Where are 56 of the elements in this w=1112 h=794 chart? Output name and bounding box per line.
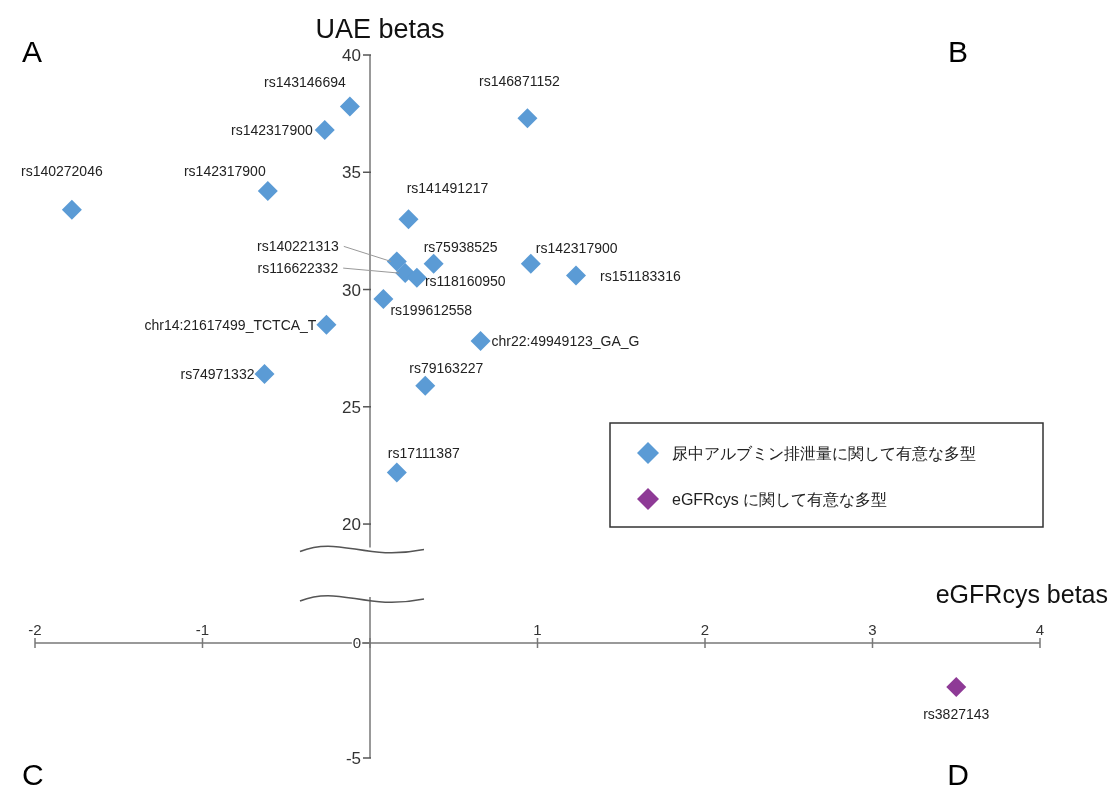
annotation: B	[947, 35, 969, 68]
annotation: D	[947, 758, 969, 791]
data-label: rs199612558	[390, 301, 473, 318]
point	[423, 253, 444, 274]
x-tick-label: -1	[195, 621, 210, 638]
point	[386, 251, 407, 272]
legend-label: 尿中アルブミン排泄量に関して有意な多型	[672, 445, 976, 462]
data-label: rs146871152	[479, 73, 561, 90]
y-tick-label: 30	[342, 280, 361, 300]
data-label: rs141491217	[406, 180, 489, 197]
annotation: C	[22, 758, 44, 791]
point	[398, 209, 419, 230]
y-tick-label: 40	[342, 46, 361, 65]
x-axis-title: eGFRcys betas	[935, 580, 1108, 608]
point	[257, 181, 278, 202]
data-label: chr14:21617499_TCTCA_T	[144, 316, 317, 333]
point	[386, 462, 407, 483]
data-label: rs140272046	[20, 162, 103, 179]
data-label: rs74971332	[180, 365, 255, 382]
y-tick-label: 0	[352, 634, 361, 651]
data-label: rs140221313	[257, 238, 339, 255]
legend: 尿中アルブミン排泄量に関して有意な多型 eGFRcys に関して有意な多型	[609, 422, 1044, 528]
data-label: rs151183316	[600, 268, 681, 285]
y-tick-label: 25	[342, 397, 361, 417]
x-tick-label: -2	[28, 621, 42, 638]
data-label: rs142317900	[231, 122, 313, 139]
data-label: rs118160950	[424, 272, 506, 289]
y-tick-label: -5	[345, 749, 361, 768]
x-tick-label: 3	[868, 621, 877, 638]
y-axis-title: UAE betas	[315, 14, 445, 44]
data-label: chr22:49949123_GA_G	[491, 333, 640, 350]
data-label: rs116622332	[257, 260, 339, 277]
data-label: rs79163227	[409, 359, 484, 376]
point	[566, 265, 587, 286]
y-tick-label: 20	[342, 515, 361, 535]
data-label: rs143146694	[264, 73, 346, 90]
point	[316, 314, 337, 335]
point	[314, 120, 335, 141]
data-label: rs142317900	[535, 239, 618, 256]
point	[415, 375, 436, 396]
x-tick-label: 2	[700, 621, 710, 638]
x-tick-label: 4	[1035, 621, 1045, 638]
point	[517, 108, 538, 129]
point	[254, 363, 275, 384]
data-label: rs75938525	[423, 238, 498, 255]
point	[61, 199, 82, 220]
point	[470, 331, 491, 352]
annotation: A	[22, 35, 43, 68]
data-label: rs142317900	[183, 163, 266, 180]
y-tick-label: 35	[342, 163, 361, 183]
x-tick-label: 1	[533, 621, 542, 638]
data-label: rs17111387	[387, 445, 460, 462]
data-label: rs3827143	[923, 705, 990, 722]
point	[406, 267, 427, 288]
point	[339, 96, 360, 117]
point	[520, 253, 541, 274]
